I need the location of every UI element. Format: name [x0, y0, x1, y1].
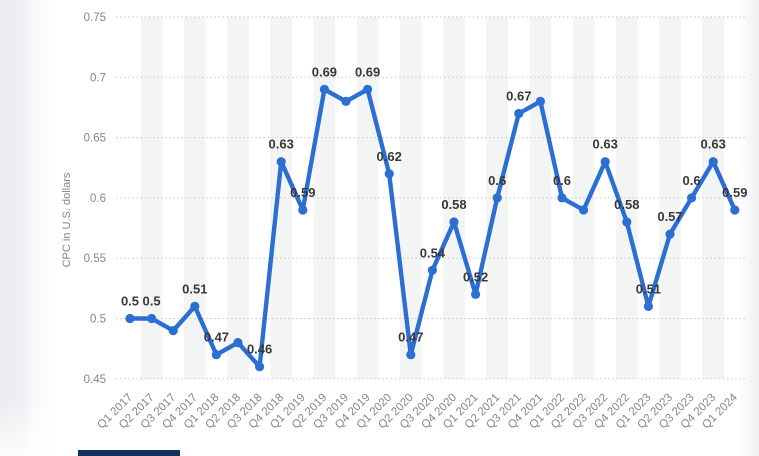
value-label: 0.47 — [398, 330, 423, 345]
data-point[interactable] — [730, 205, 740, 215]
plot-band — [140, 17, 163, 379]
value-label: 0.47 — [204, 330, 229, 345]
data-point[interactable] — [514, 108, 524, 119]
y-tick-label: 0.65 — [84, 133, 106, 145]
y-axis-title: CPC in U.S. dollars — [61, 172, 73, 267]
value-label: 0.5 — [143, 294, 161, 309]
value-label: 0.54 — [420, 245, 446, 260]
data-point[interactable] — [557, 193, 567, 203]
plot-band — [443, 17, 465, 379]
data-point[interactable] — [168, 326, 178, 336]
data-point[interactable] — [147, 313, 157, 324]
data-point[interactable] — [708, 157, 718, 167]
plot-band — [702, 17, 724, 379]
data-point[interactable] — [492, 193, 502, 203]
value-label: 0.63 — [269, 137, 294, 152]
data-point[interactable] — [255, 362, 265, 372]
value-label: 0.58 — [441, 197, 466, 212]
data-point[interactable] — [622, 217, 632, 227]
data-point[interactable] — [363, 84, 373, 94]
plot-band — [529, 17, 552, 379]
data-point[interactable] — [600, 157, 610, 167]
value-label: 0.5 — [121, 294, 139, 309]
y-tick-label: 0.7 — [90, 72, 106, 84]
value-label: 0.63 — [593, 137, 618, 152]
value-label: 0.6 — [553, 173, 571, 188]
value-label: 0.62 — [377, 149, 402, 164]
page-right-edge — [739, 0, 759, 456]
data-point[interactable] — [579, 205, 589, 215]
data-point[interactable] — [427, 265, 437, 275]
y-tick-label: 0.5 — [90, 314, 106, 326]
y-tick-label: 0.55 — [84, 253, 106, 265]
value-label: 0.67 — [506, 89, 531, 104]
data-point[interactable] — [341, 96, 351, 106]
value-label: 0.59 — [722, 185, 747, 200]
data-point[interactable] — [190, 301, 200, 311]
value-label: 0.69 — [355, 64, 380, 79]
value-label: 0.58 — [614, 197, 639, 212]
data-point[interactable] — [125, 313, 135, 324]
value-label: 0.69 — [312, 64, 337, 79]
data-point[interactable] — [211, 350, 221, 360]
y-tick-label: 0.45 — [84, 374, 106, 386]
data-point[interactable] — [643, 301, 654, 311]
data-point[interactable] — [298, 205, 308, 215]
value-label: 0.6 — [683, 173, 701, 188]
y-tick-label: 0.75 — [84, 12, 106, 24]
value-label: 0.51 — [636, 281, 661, 296]
value-label: 0.52 — [463, 269, 488, 284]
chart-line — [127, 87, 737, 369]
data-point[interactable] — [471, 289, 481, 299]
plot-band — [400, 17, 422, 379]
data-point[interactable] — [687, 193, 697, 203]
value-label: 0.59 — [290, 185, 315, 200]
value-label: 0.57 — [657, 209, 682, 224]
data-point[interactable] — [233, 338, 243, 348]
data-point[interactable] — [535, 96, 546, 106]
plot-band — [227, 17, 249, 379]
data-point[interactable] — [319, 84, 329, 94]
y-tick-label: 0.6 — [90, 193, 106, 205]
data-point[interactable] — [449, 217, 459, 227]
data-point[interactable] — [384, 169, 394, 179]
value-label: 0.6 — [488, 173, 506, 188]
data-point[interactable] — [406, 350, 416, 360]
bottom-ui-fragment[interactable] — [78, 450, 180, 456]
data-point[interactable] — [276, 157, 286, 167]
page-left-edge — [0, 0, 58, 456]
value-label: 0.51 — [182, 281, 207, 296]
plot-band — [616, 17, 638, 379]
data-point[interactable] — [665, 229, 675, 239]
value-label: 0.46 — [247, 342, 272, 357]
value-label: 0.63 — [701, 137, 726, 152]
